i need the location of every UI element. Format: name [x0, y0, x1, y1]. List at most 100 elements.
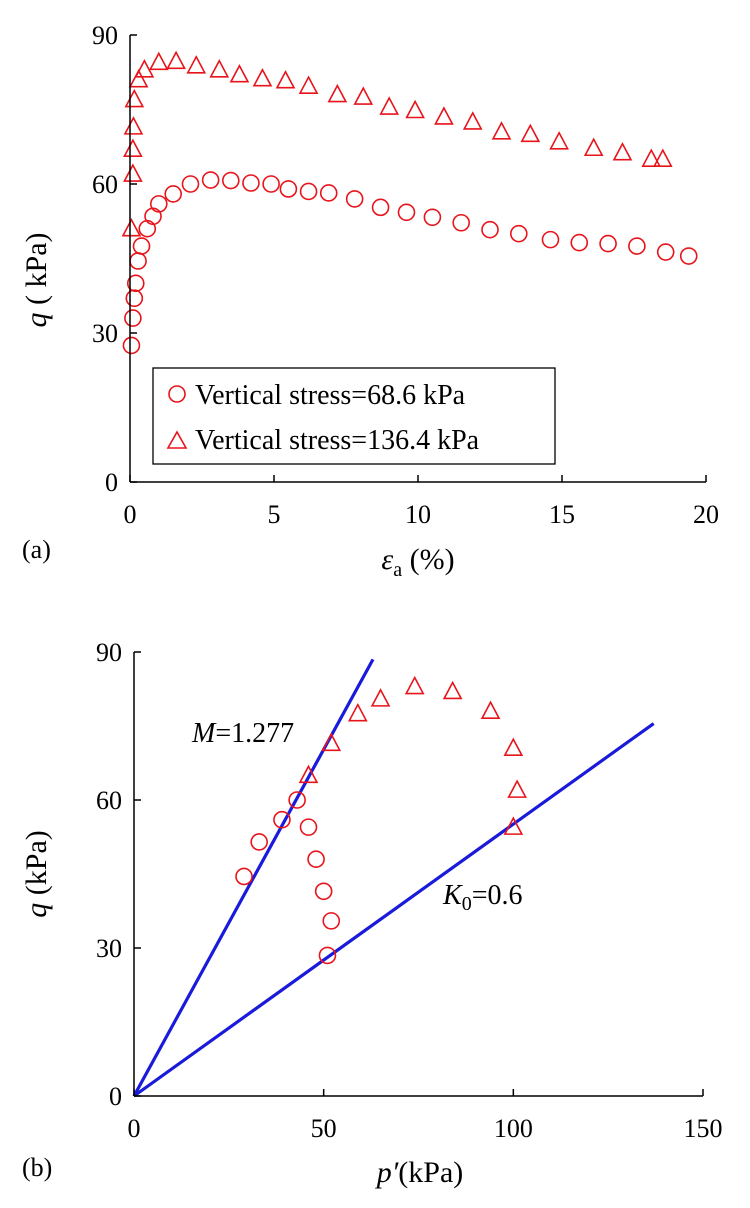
- data-point-triangle: [520, 123, 541, 143]
- data-point-triangle: [275, 69, 296, 89]
- data-point-triangle: [148, 51, 169, 71]
- data-point-circle: [125, 289, 144, 308]
- x-tick-label: 0: [124, 500, 137, 529]
- data-point-triangle: [612, 142, 633, 161]
- data-point-circle: [124, 309, 142, 327]
- data-point-circle: [129, 252, 147, 270]
- y-tick-label: 60: [96, 786, 122, 815]
- data-point-triangle: [321, 732, 342, 752]
- data-point-circle: [201, 171, 220, 189]
- data-point-circle: [371, 198, 390, 217]
- y-tick-label: 0: [105, 468, 118, 497]
- data-point-circle: [628, 237, 646, 255]
- data-point-circle: [222, 171, 240, 190]
- critical-state-line: [132, 658, 375, 1097]
- chart-b-xlabel: p′(kPa): [375, 1156, 464, 1189]
- data-point-triangle: [123, 138, 143, 158]
- chart-a-ylabel: q ( kPa): [20, 233, 53, 328]
- data-point-circle: [288, 791, 306, 809]
- data-point-circle: [599, 234, 617, 253]
- data-point-triangle: [252, 68, 273, 87]
- x-tick-label: 20: [693, 500, 719, 529]
- data-point-triangle: [491, 121, 512, 140]
- data-point-triangle: [652, 148, 673, 167]
- chart-a-xlabel: εa (%): [381, 543, 454, 581]
- line-label-M: M=1.277: [191, 718, 294, 749]
- data-point-circle: [235, 867, 253, 886]
- data-point-circle: [481, 220, 499, 239]
- legend-box: [152, 367, 556, 465]
- chart-a-yticks: 0 30 60 90: [92, 21, 118, 497]
- data-point-circle: [307, 850, 325, 869]
- data-point-circle: [181, 175, 200, 193]
- k0-line: [133, 722, 655, 1098]
- data-point-triangle: [123, 116, 144, 135]
- data-point-circle: [242, 174, 260, 192]
- legend-marker-triangle: [166, 430, 188, 449]
- chart-b-ylabel: q (kPa): [20, 830, 53, 917]
- data-point-triangle: [123, 163, 143, 182]
- y-tick-label: 90: [92, 21, 118, 50]
- data-point-triangle: [480, 700, 501, 720]
- data-point-circle: [279, 180, 298, 198]
- legend-marker-circle: [168, 385, 186, 403]
- data-point-circle: [319, 184, 338, 202]
- data-point-circle: [318, 946, 337, 965]
- data-point-triangle: [186, 55, 207, 74]
- y-tick-label: 30: [92, 319, 118, 348]
- data-point-triangle: [134, 59, 155, 78]
- data-point-triangle: [507, 779, 527, 798]
- y-tick-label: 60: [92, 170, 118, 199]
- data-point-circle: [397, 203, 416, 222]
- x-tick-label: 5: [268, 500, 281, 529]
- x-tick-label: 150: [684, 1114, 723, 1143]
- x-tick-label: 100: [494, 1114, 533, 1143]
- y-tick-label: 30: [96, 934, 122, 963]
- chart-a-axes: [129, 34, 707, 483]
- data-point-circle: [273, 810, 291, 829]
- data-point-triangle: [327, 83, 348, 103]
- chart-b-axes: [133, 651, 704, 1097]
- x-tick-label: 10: [405, 500, 431, 529]
- data-point-circle: [122, 336, 141, 355]
- data-point-circle: [656, 243, 675, 261]
- chart-a: 0 30 60 90 0 5 10 15 20 q ( kPa) εa (%) (a) Ver…: [20, 21, 719, 581]
- data-point-circle: [345, 190, 364, 208]
- legend-label-series-1: Vertical stress=68.6 kPa: [195, 380, 466, 411]
- chart-b-xticks: 0 50 100 150: [128, 1114, 723, 1143]
- data-point-triangle: [370, 688, 391, 707]
- data-point-triangle: [549, 131, 569, 150]
- data-point-triangle: [583, 137, 604, 157]
- y-tick-label: 90: [96, 638, 122, 667]
- chart-a-panel-label: (a): [22, 535, 51, 564]
- data-point-triangle: [121, 217, 142, 237]
- x-tick-label: 15: [549, 500, 575, 529]
- data-point-circle: [150, 195, 168, 213]
- data-point-triangle: [124, 88, 145, 108]
- legend-label-series-2: Vertical stress=136.4 kPa: [195, 425, 480, 456]
- chart-b-yticks: 0 30 60 90: [96, 638, 122, 1111]
- data-point-circle: [144, 207, 162, 226]
- data-point-circle: [322, 912, 341, 930]
- data-point-triangle: [405, 99, 425, 119]
- data-point-triangle: [353, 86, 374, 105]
- x-tick-label: 0: [128, 1114, 141, 1143]
- data-point-triangle: [379, 96, 400, 115]
- data-point-triangle: [404, 675, 425, 695]
- data-point-circle: [250, 833, 268, 851]
- data-point-circle: [138, 219, 157, 238]
- data-point-circle: [164, 185, 182, 203]
- data-point-triangle: [298, 75, 319, 94]
- data-point-triangle: [166, 50, 186, 70]
- y-tick-label: 0: [109, 1082, 122, 1111]
- data-point-circle: [126, 274, 145, 293]
- data-point-triangle: [347, 702, 368, 722]
- data-point-circle: [262, 175, 280, 193]
- chart-b-panel-label: (b): [22, 1153, 52, 1182]
- chart-b: 0 30 60 90 0 50 100 150 q (kPa) p′(kPa) (b) M=…: [20, 638, 723, 1189]
- data-point-circle: [299, 818, 318, 836]
- chart-a-legend: Vertical stress=68.6 kPa Vertical stress…: [152, 367, 556, 465]
- data-point-triangle: [298, 764, 319, 784]
- data-point-circle: [452, 213, 471, 232]
